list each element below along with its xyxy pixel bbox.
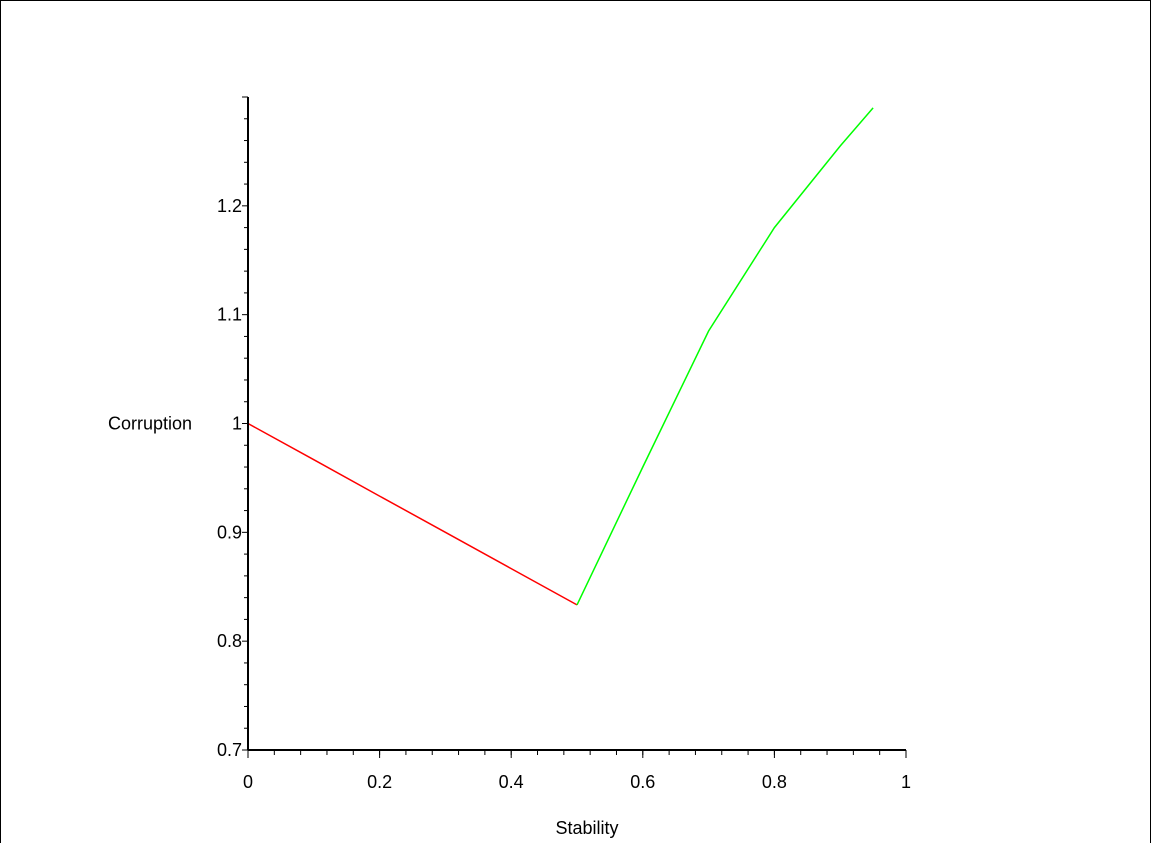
series-line-2 — [576, 107, 874, 606]
tick-labels: 0.7 0.8 0.9 1 1.1 1.2 0 0.2 0.4 0.6 0.8 1 — [217, 196, 911, 792]
x-axis-label: Stability — [555, 818, 618, 838]
y-tick-label: 1 — [232, 414, 242, 434]
x-tick-label: 0.4 — [499, 772, 524, 792]
y-tick-label: 0.7 — [217, 740, 242, 760]
series-line-1 — [247, 422, 578, 606]
axis-ticks — [242, 96, 907, 758]
series-lines — [247, 107, 874, 606]
x-tick-label: 0.2 — [367, 772, 392, 792]
x-tick-label: 1 — [901, 772, 911, 792]
x-tick-label: 0.8 — [762, 772, 787, 792]
y-tick-label: 1.2 — [217, 196, 242, 216]
y-tick-label: 0.8 — [217, 631, 242, 651]
y-axis-label: Corruption — [108, 414, 192, 434]
axes — [247, 97, 906, 751]
x-tick-label: 0 — [243, 772, 253, 792]
y-tick-label: 1.1 — [217, 305, 242, 325]
x-tick-label: 0.6 — [630, 772, 655, 792]
y-tick-label: 0.9 — [217, 522, 242, 542]
